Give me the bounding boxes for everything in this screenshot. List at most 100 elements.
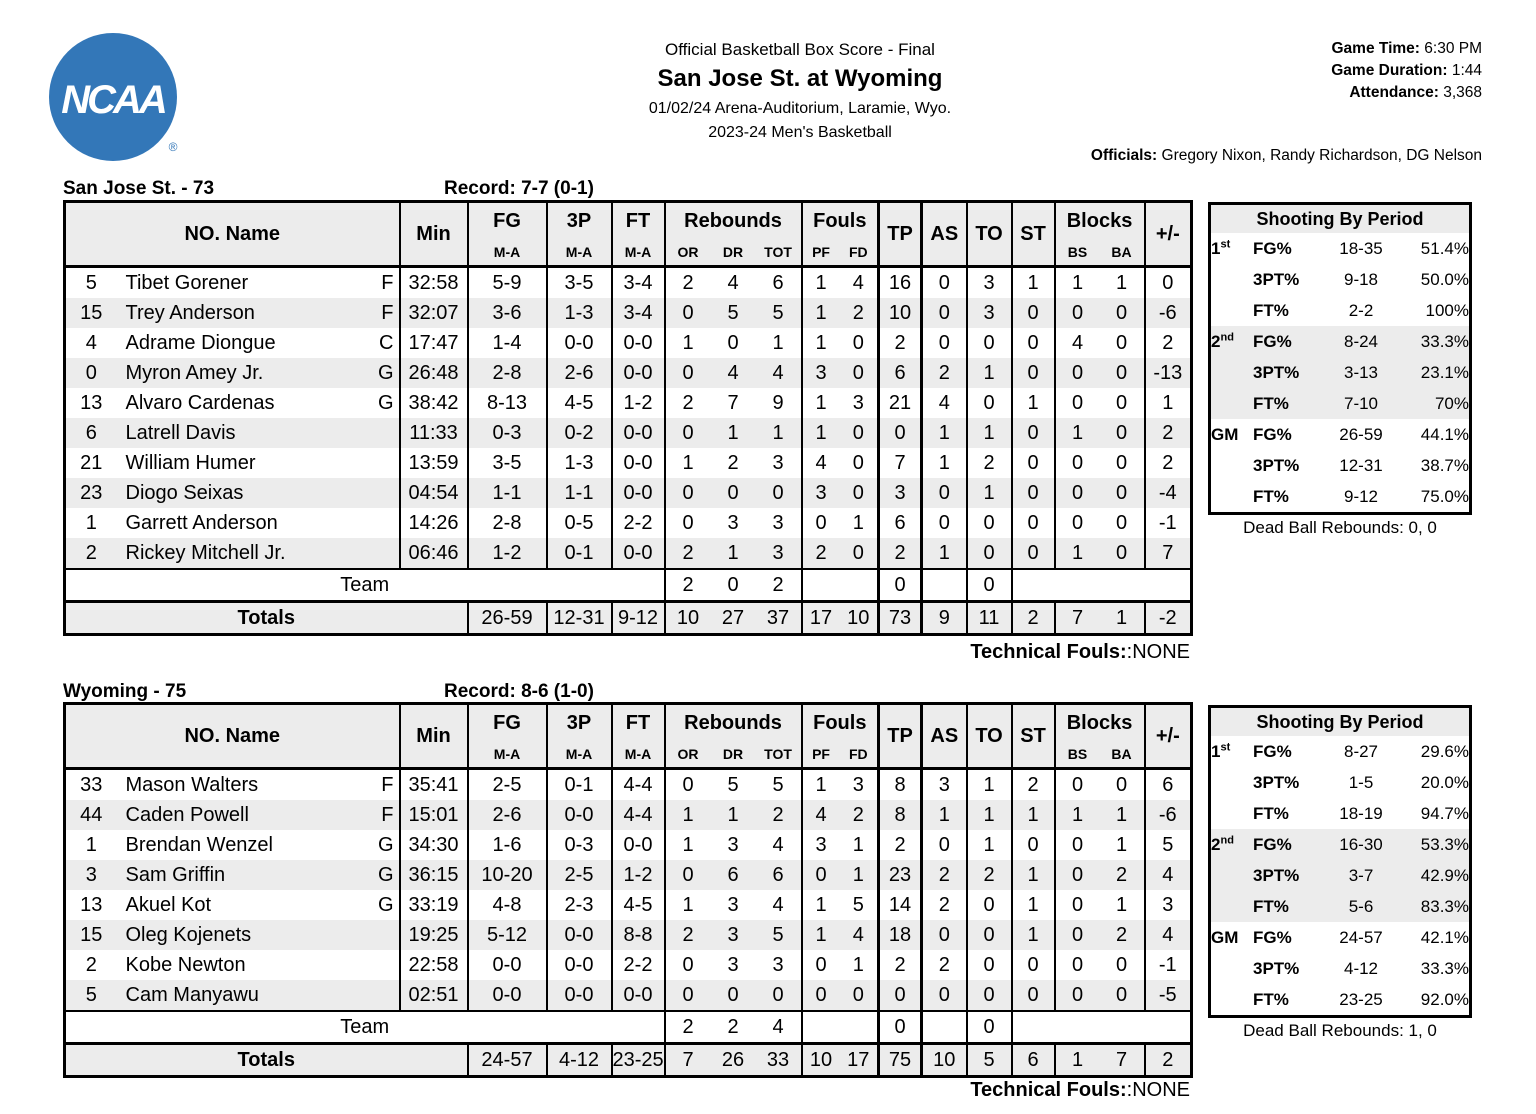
shooting-made-attempted: 8-24 xyxy=(1343,331,1379,351)
col-tot: TOT xyxy=(755,741,802,769)
stat-ft: 4-5 xyxy=(610,890,665,920)
stat-or: 1 xyxy=(663,800,711,830)
player-number: 23 xyxy=(80,481,103,504)
stat-3p: 1-3 xyxy=(545,448,612,478)
game-time: Game Time: 6:30 PM xyxy=(1331,40,1483,57)
stat-as: 1 xyxy=(920,448,967,478)
stat-ft: 4-4 xyxy=(610,800,665,830)
stat-fd: 0 xyxy=(852,361,864,384)
stat-fd: 2 xyxy=(852,803,864,826)
player-row: 4 Adrame Diongue C 17:47 1-4 0-0 0-0 1 0 1 1 0 2 0 0 0 4… xyxy=(65,328,1192,358)
stat-pm: 2 xyxy=(1143,448,1192,478)
stat-tot: 3 xyxy=(772,541,784,564)
col-no-name: NO. Name xyxy=(64,703,400,769)
stat-to: 0 xyxy=(965,508,1012,538)
shooting-stat-label: 3PT% xyxy=(1253,269,1300,289)
stat-fd: 1 xyxy=(852,953,864,976)
stat-3p: 1-3 xyxy=(545,298,612,328)
totals-ba: 1 xyxy=(1099,600,1145,635)
stat-ba: 2 xyxy=(1115,923,1128,946)
stat-pf: 0 xyxy=(800,508,840,538)
totals-3p: 4-12 xyxy=(545,1042,612,1077)
shooting-stat-label: FG% xyxy=(1253,424,1292,444)
player-number: 15 xyxy=(80,301,103,324)
totals-label: Totals xyxy=(64,600,468,635)
stat-ft: 1-2 xyxy=(610,388,665,418)
stat-fg: 1-4 xyxy=(466,328,547,358)
stat-to: 3 xyxy=(965,265,1012,298)
stat-as: 4 xyxy=(920,388,967,418)
totals-bs: 7 xyxy=(1053,600,1100,635)
stat-min: 04:54 xyxy=(398,478,468,508)
player-number: 15 xyxy=(80,923,103,946)
shooting-stat-label: 3PT% xyxy=(1253,772,1300,792)
player-name: William Humer xyxy=(125,451,256,474)
stat-min: 32:58 xyxy=(398,265,468,298)
shooting-made-attempted: 16-30 xyxy=(1339,834,1383,854)
stat-ft: 4-4 xyxy=(610,767,665,800)
player-position: F xyxy=(381,773,394,796)
player-name: Cam Manyawu xyxy=(125,983,259,1006)
stat-st: 2 xyxy=(1010,767,1055,800)
team1-shooting-box: Shooting By Period 1st FG% 18-35 51.4% 3PT% 9… xyxy=(1208,202,1472,515)
col-tp: TP xyxy=(877,703,922,769)
shooting-made-attempted: 26-59 xyxy=(1339,424,1383,444)
col-3p-ma: M-A xyxy=(545,239,612,267)
shooting-row: 1st FG% 8-27 29.6% xyxy=(1211,736,1469,767)
stat-fg: 0-0 xyxy=(466,980,547,1011)
stat-bs: 0 xyxy=(1053,860,1100,890)
player-number: 1 xyxy=(85,511,97,534)
shooting-stat-label: FT% xyxy=(1253,393,1289,413)
stat-3p: 4-5 xyxy=(545,388,612,418)
col-fg: FG xyxy=(466,703,547,741)
stat-ba: 0 xyxy=(1115,361,1128,384)
stat-st: 0 xyxy=(1010,508,1055,538)
stat-dr: 2 xyxy=(727,451,739,474)
stat-to: 3 xyxy=(965,298,1012,328)
team1-box-score-table: NO. Name Min FG 3P FT Rebounds Fouls TP … xyxy=(63,200,1194,636)
ncaa-logo: NCAA ® xyxy=(49,33,181,161)
stat-tot: 3 xyxy=(772,451,784,474)
stat-ft: 8-8 xyxy=(610,920,665,950)
player-position: G xyxy=(377,893,394,916)
col-as: AS xyxy=(920,201,967,267)
shooting-row: 2nd FG% 8-24 33.3% xyxy=(1211,326,1469,357)
stat-fd: 4 xyxy=(839,265,879,298)
player-number: 2 xyxy=(85,541,97,564)
shooting-row: FT% 23-25 92.0% xyxy=(1211,984,1469,1015)
totals-as: 9 xyxy=(920,600,967,635)
stat-dr: 1 xyxy=(727,803,739,826)
stat-st: 1 xyxy=(1010,890,1055,920)
stat-as: 0 xyxy=(920,478,967,508)
stat-ba: 0 xyxy=(1115,481,1128,504)
stat-tot: 0 xyxy=(772,481,784,504)
stat-to: 1 xyxy=(965,800,1012,830)
stat-ba: 1 xyxy=(1115,893,1128,916)
shooting-row: 1st FG% 18-35 51.4% xyxy=(1211,233,1469,264)
totals-fd: 17 xyxy=(839,1042,879,1077)
stat-rest-empty xyxy=(1010,568,1192,602)
player-number: 1 xyxy=(85,833,97,856)
totals-pf: 10 xyxy=(800,1042,840,1077)
shooting-stat-label: FT% xyxy=(1253,989,1289,1009)
shooting-percentage: 50.0% xyxy=(1420,269,1469,289)
shooting-period-label xyxy=(1211,481,1253,512)
stat-tot: 9 xyxy=(772,391,784,414)
col-fd: FD xyxy=(839,239,879,267)
team2-technical-fouls: Technical Fouls::NONE xyxy=(970,1079,1190,1101)
stat-ba: 0 xyxy=(1099,767,1145,800)
stat-fouls-empty xyxy=(800,1010,879,1044)
stat-fg: 1-1 xyxy=(466,478,547,508)
stat-or: 0 xyxy=(663,767,711,800)
stat-3p: 1-1 xyxy=(545,478,612,508)
game-header: Official Basketball Box Score - Final Sa… xyxy=(500,40,1100,142)
stat-dr: 4 xyxy=(727,361,739,384)
stat-3p: 0-3 xyxy=(545,830,612,860)
stat-bs: 1 xyxy=(1053,538,1100,569)
player-number: 5 xyxy=(85,983,97,1006)
stat-fd: 4 xyxy=(852,923,864,946)
stat-3p: 0-0 xyxy=(545,800,612,830)
stat-pf: 0 xyxy=(800,860,840,890)
stat-dr: 0 xyxy=(710,568,756,602)
player-name: Sam Griffin xyxy=(125,863,226,886)
